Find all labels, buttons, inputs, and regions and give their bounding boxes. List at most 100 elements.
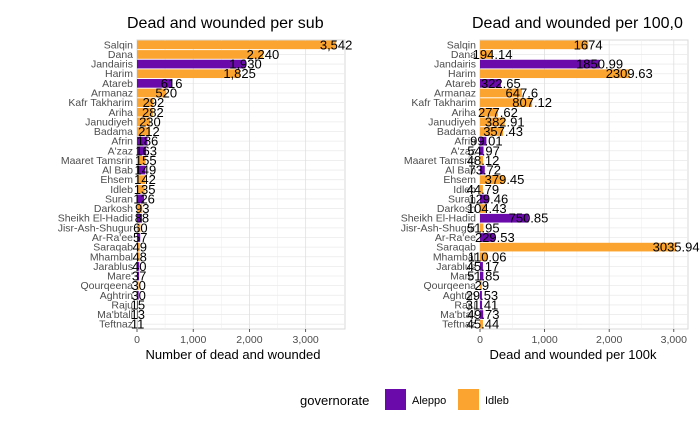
y-category-label: Jandairis [91, 59, 133, 71]
y-category-label: Saraqab [93, 242, 133, 254]
bar-value-label: 30 [131, 288, 145, 303]
y-category-label: Ma'btali [440, 309, 476, 321]
y-category-label: Qourqeena [423, 280, 476, 292]
y-category-label: Mhambal [90, 251, 133, 263]
bar-ar-ra-ee [480, 233, 495, 242]
bar-ariha [480, 107, 498, 117]
bar-saraqab [137, 242, 140, 252]
plot-panel [136, 39, 346, 330]
bar-aghtrin [480, 290, 482, 300]
bar-value-label: 382.91 [485, 114, 525, 129]
x-tick-label: 3,000 [661, 334, 687, 346]
bar-value-label: 616 [161, 76, 183, 91]
y-category-label: Ariha [451, 107, 476, 119]
y-category-label: Mhambal [433, 251, 476, 263]
y-category-label: Aghtrin [100, 290, 133, 302]
bar-value-label: 322.65 [481, 76, 521, 91]
bar-mare [137, 271, 140, 281]
y-category-label: Qourqeena [80, 280, 133, 292]
bar-salqin [137, 40, 337, 50]
bar-value-label: 99.01 [470, 134, 503, 149]
y-category-label: Afrin [454, 136, 476, 148]
bar-value-label: 229.53 [475, 230, 515, 245]
y-category-label: Kafr Takharim [68, 97, 133, 109]
bar-value-label: 2309.63 [606, 66, 653, 81]
bar-ehsem [480, 175, 505, 185]
y-category-label: Raju [111, 299, 133, 311]
bar-mare [480, 271, 484, 281]
y-category-label: Aghtrin [443, 290, 476, 302]
bar-value-label: 30 [131, 278, 145, 293]
bar-value-label: 29.53 [466, 288, 499, 303]
chart-title: Dead and wounded per sub [127, 15, 324, 32]
bar-value-label: 277.62 [478, 105, 518, 120]
y-category-label: Dana [108, 49, 133, 61]
bar-value-label: 282 [142, 105, 164, 120]
legend: governorate Aleppo Idleb [300, 389, 509, 410]
bar-qourqeena [137, 281, 139, 290]
bar-darkosh [480, 204, 487, 213]
y-category-label: Sheikh El-Hadid [401, 213, 476, 225]
bar-jarablus [480, 262, 483, 271]
bar-value-label: 29 [475, 278, 489, 293]
y-category-label: Mare' [450, 271, 476, 283]
y-category-label: Teftnaz [99, 319, 133, 331]
bar-value-label: 520 [155, 85, 177, 100]
y-category-label: Armanaz [91, 87, 133, 99]
y-category-label: Badama [437, 126, 476, 138]
bar-value-label: 750.85 [509, 211, 549, 226]
bar-ehsem [137, 175, 145, 185]
bar-jisr-ash-shugur [480, 223, 484, 233]
bar-raju [480, 300, 483, 310]
bar-suran [480, 194, 489, 204]
bar-value-label: 48 [132, 249, 146, 264]
bar-ariha [137, 107, 153, 117]
x-tick-label: 3,000 [293, 334, 319, 346]
bar-value-label: 88 [135, 211, 149, 226]
bar-kafr-takharim [137, 98, 154, 107]
y-category-label: Jandairis [434, 59, 476, 71]
y-category-label: Maaret Tamsrin [61, 155, 133, 167]
bar-maaret-tamsrin [137, 156, 146, 165]
bar-value-label: 49.73 [467, 307, 500, 322]
bar-ar-ra-ee [137, 233, 141, 242]
bar-value-label: 60 [133, 220, 147, 235]
y-category-label: Maaret Tamsrin [404, 155, 476, 167]
y-category-label: Raju [454, 299, 476, 311]
y-category-label: Jisr-Ash-Shugur [58, 222, 134, 234]
bar-badama [480, 127, 504, 136]
bar-teftnaz [137, 319, 138, 329]
y-category-label: Darkosh [437, 203, 476, 215]
bar-ma-btali [137, 310, 138, 319]
bar-a-zaz [137, 146, 147, 156]
y-category-label: Atareb [102, 78, 133, 90]
bar-afrin [137, 136, 148, 146]
bar-saraqab [480, 242, 677, 252]
y-category-label: Ar-Ra'ee [435, 232, 476, 244]
bar-value-label: 1,825 [223, 66, 256, 81]
bar-value-label: 40 [132, 259, 146, 274]
bar-value-label: 647.6 [506, 85, 539, 100]
bar-value-label: 51.95 [467, 220, 500, 235]
panel-dead-wounded-per-sub: Dead and wounded per sub 0 1,000 2,000 3,000… [58, 15, 353, 362]
bar-darkosh [137, 204, 143, 213]
x-tick-label: 2,000 [596, 334, 622, 346]
x-axis-title: Dead and wounded per 100k [490, 347, 657, 362]
y-category-label: Suran [448, 193, 476, 205]
bar-dana [137, 50, 263, 59]
bar-value-label: 292 [143, 95, 165, 110]
bar-armanaz [480, 88, 522, 98]
bar-idleb [480, 184, 483, 194]
bar-value-label: 194.14 [473, 47, 513, 62]
bar-idleb [137, 184, 145, 194]
x-tick-label: 2,000 [236, 334, 262, 346]
legend-swatch-aleppo [385, 389, 406, 410]
bar-sheikh-el-hadid [480, 213, 529, 223]
y-category-label: Suran [105, 193, 133, 205]
bar-raju [137, 300, 138, 310]
legend-label-idleb: Idleb [485, 395, 509, 407]
bar-jarablus [137, 262, 140, 271]
bar-value-label: 11 [131, 317, 145, 332]
bar-value-label: 3,542 [320, 37, 353, 52]
